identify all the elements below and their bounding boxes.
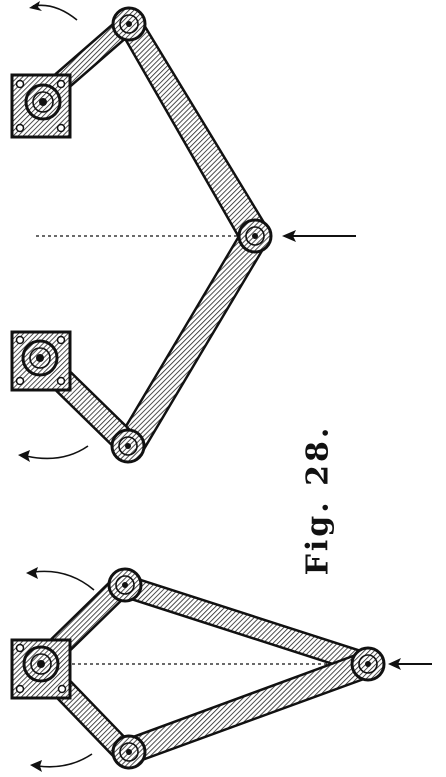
rotation-arrow (26, 567, 95, 591)
rotation-arrow (30, 753, 93, 772)
rotation-arrow (29, 1, 78, 21)
connecting-rod (117, 224, 268, 456)
figure-caption: Fig. 28. (300, 424, 336, 576)
shaft-pivot (21, 339, 59, 377)
shaft-pivot (24, 83, 62, 121)
connecting-rod (123, 650, 374, 766)
closed-linkage (10, 567, 432, 772)
force-arrow (282, 230, 356, 242)
rotation-arrow (18, 445, 89, 462)
joint-pin (237, 218, 273, 254)
connecting-rod (117, 18, 268, 248)
force-arrow (388, 658, 432, 670)
joint-pin (107, 567, 143, 603)
shaft-pivot (22, 645, 60, 683)
joint-pin (111, 734, 147, 770)
spread-linkage (10, 1, 356, 464)
joint-pin (110, 428, 146, 464)
joint-pin (350, 646, 386, 682)
joint-pin (111, 6, 147, 42)
connecting-rod (120, 572, 372, 678)
